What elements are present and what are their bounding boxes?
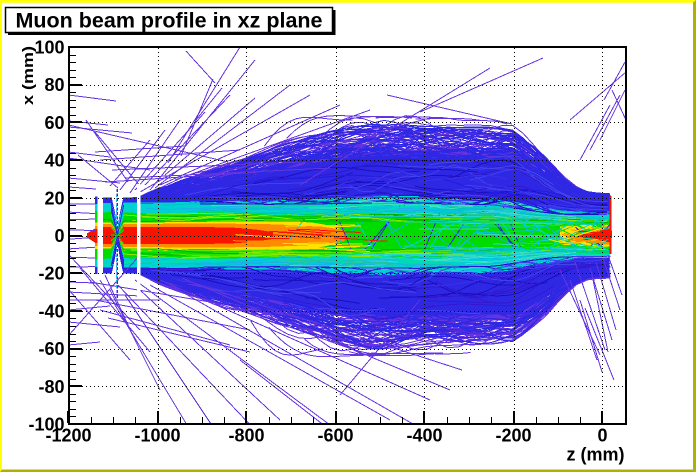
- svg-text:z (mm): z (mm): [567, 445, 625, 465]
- svg-text:-20: -20: [38, 264, 64, 284]
- svg-text:60: 60: [44, 113, 64, 133]
- svg-text:-1000: -1000: [134, 426, 180, 446]
- svg-text:-600: -600: [317, 426, 353, 446]
- svg-text:40: 40: [44, 151, 64, 171]
- svg-text:-1200: -1200: [45, 426, 91, 446]
- svg-text:80: 80: [44, 75, 64, 95]
- svg-text:-40: -40: [38, 301, 64, 321]
- svg-text:x (mm): x (mm): [20, 46, 36, 105]
- svg-text:-800: -800: [228, 426, 264, 446]
- svg-text:0: 0: [597, 426, 607, 446]
- svg-text:-100: -100: [28, 415, 64, 435]
- svg-text:Muon beam profile in xz plane: Muon beam profile in xz plane: [15, 9, 322, 33]
- svg-text:0: 0: [54, 226, 64, 246]
- svg-text:20: 20: [44, 188, 64, 208]
- svg-text:-200: -200: [495, 426, 531, 446]
- svg-text:100: 100: [34, 38, 64, 58]
- svg-text:-60: -60: [38, 339, 64, 359]
- svg-text:-400: -400: [406, 426, 442, 446]
- svg-text:-80: -80: [38, 377, 64, 397]
